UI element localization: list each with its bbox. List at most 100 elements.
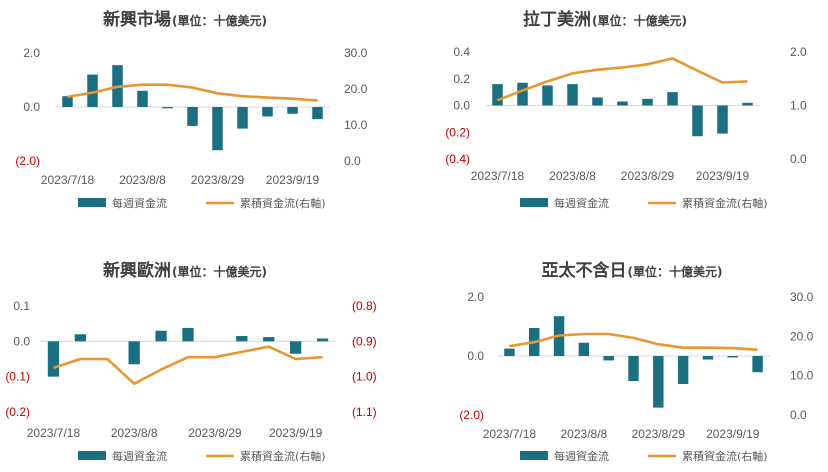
right-axis-tick-label: 30.0 <box>344 46 368 60</box>
weekly-flow-bar <box>162 107 173 109</box>
weekly-flow-bar <box>262 107 273 117</box>
chart-title-main: 亞太不含日 <box>542 260 627 281</box>
right-axis-tick-label: 0.0 <box>790 408 807 422</box>
left-axis-tick-label: (0.1) <box>5 370 30 384</box>
weekly-flow-bar <box>237 107 248 129</box>
chart-legend: 每週資金流 累積資金流(右軸) <box>78 196 326 210</box>
weekly-flow-bar <box>702 356 714 360</box>
right-axis-tick-label: 10.0 <box>790 369 814 383</box>
weekly-flow-bar <box>212 107 223 151</box>
legend-label-weekly: 每週資金流 <box>112 196 167 210</box>
weekly-flow-bar <box>727 356 738 358</box>
right-axis-tick-label: (0.9) <box>352 334 377 348</box>
left-axis-tick-label: (2.0) <box>459 408 484 422</box>
left-axis-tick-label: 0.0 <box>23 100 40 114</box>
legend-bar-swatch <box>520 451 548 460</box>
weekly-flow-bar <box>592 97 603 106</box>
right-axis-tick-label: 20.0 <box>790 329 814 343</box>
legend-label-cumulative: 累積資金流(右軸) <box>240 449 326 463</box>
left-axis-tick-label: 0.0 <box>13 334 30 348</box>
weekly-flow-bar <box>603 356 614 361</box>
x-axis-tick-label: 2023/8/29 <box>632 427 686 441</box>
chart-panel-1: 新興市場(單位：十億美元) 2.0 0.0 (2.0) 30.0 20.0 10.0 0.0 2… <box>15 9 367 210</box>
right-axis-tick-label: (1.0) <box>352 370 377 384</box>
chart-title-main: 新興市場 <box>103 9 171 30</box>
right-axis-tick-label: 0.0 <box>790 152 807 166</box>
right-axis-tick-label: 2.0 <box>790 45 807 59</box>
legend-label-cumulative: 累積資金流(右軸) <box>240 196 326 210</box>
x-axis-tick-label: 2023/8/29 <box>191 173 245 187</box>
cumulative-flow-line <box>509 332 758 351</box>
weekly-flow-bar <box>617 101 628 106</box>
weekly-flow-bar <box>155 330 167 342</box>
weekly-flow-bar <box>187 107 198 126</box>
left-axis-tick-label: (2.0) <box>15 154 40 168</box>
cumulative-flow-line <box>67 83 318 102</box>
weekly-flow-bar <box>517 82 528 106</box>
chart-panel-4: 亞太不含日(單位：十億美元) 2.0 0.0 (2.0) 30.0 20.0 10.0 0.0… <box>459 260 813 463</box>
left-axis-tick-label: (0.4) <box>445 152 470 166</box>
left-axis-tick-label: 2.0 <box>467 290 484 304</box>
legend-label-weekly: 每週資金流 <box>112 449 167 463</box>
weekly-flow-bar <box>492 84 503 106</box>
right-axis-tick-label: 20.0 <box>344 82 368 96</box>
x-axis-tick-label: 2023/7/18 <box>41 173 95 187</box>
x-axis-tick-label: 2023/9/19 <box>269 426 323 440</box>
left-axis-tick-label: 0.4 <box>453 45 470 59</box>
chart-title-unit: (單位：十億美元) <box>592 13 687 28</box>
cumulative-flow-line <box>53 345 323 386</box>
chart-panel-2: 拉丁美洲(單位：十億美元) 0.4 0.2 0.0 (0.2) (0.4) 2.0 1.0 0.… <box>445 9 807 210</box>
x-axis-tick-label: 2023/8/8 <box>119 173 166 187</box>
chart-title: 新興市場(單位：十億美元) <box>103 9 267 30</box>
chart-legend: 每週資金流 累積資金流(右軸) <box>78 449 326 463</box>
weekly-flow-bar <box>692 105 703 137</box>
weekly-flow-bar <box>289 341 302 354</box>
legend-bar-swatch <box>78 198 106 207</box>
cumulative-flow-line <box>497 57 748 102</box>
weekly-flow-bar <box>542 85 553 106</box>
weekly-flow-bar <box>567 84 578 106</box>
weekly-flow-bar <box>62 96 73 107</box>
right-axis-tick-label: 10.0 <box>344 118 368 132</box>
legend-label-cumulative: 累積資金流(右軸) <box>682 449 768 463</box>
x-axis-tick-label: 2023/7/18 <box>483 427 537 441</box>
x-axis-tick-label: 2023/9/19 <box>706 427 760 441</box>
chart-panel-3: 新興歐洲(單位：十億美元) 0.1 0.0 (0.1) (0.2) (0.8) (0.9) (… <box>5 260 376 463</box>
x-axis-tick-label: 2023/8/8 <box>111 426 158 440</box>
weekly-flow-bar <box>742 102 753 106</box>
weekly-flow-bar <box>128 341 140 365</box>
chart-title: 拉丁美洲(單位：十億美元) <box>523 9 687 30</box>
legend-label-weekly: 每週資金流 <box>554 196 609 210</box>
weekly-flow-bar <box>236 336 248 342</box>
weekly-flow-bar <box>653 356 664 408</box>
weekly-flow-bar <box>504 348 515 356</box>
weekly-flow-bar <box>752 356 763 373</box>
right-axis-tick-label: (1.1) <box>352 405 377 419</box>
left-axis-tick-label: (0.2) <box>5 405 30 419</box>
x-axis-tick-label: 2023/9/19 <box>696 169 750 183</box>
weekly-flow-bar <box>287 107 298 114</box>
weekly-flow-bar <box>677 356 689 385</box>
right-axis-tick-label: (0.8) <box>352 299 377 313</box>
chart-title: 新興歐洲(單位：十億美元) <box>103 260 267 281</box>
chart-legend: 每週資金流 累積資金流(右軸) <box>520 196 768 210</box>
left-axis-tick-label: 0.0 <box>453 99 470 113</box>
weekly-flow-bar <box>667 92 678 106</box>
chart-title-unit: (單位：十億美元) <box>172 13 267 28</box>
left-axis-tick-label: 0.0 <box>467 349 484 363</box>
legend-bar-swatch <box>520 198 548 207</box>
right-axis-tick-label: 1.0 <box>790 99 807 113</box>
left-axis-tick-label: (0.2) <box>445 125 470 139</box>
left-axis-tick-label: 0.1 <box>13 299 30 313</box>
x-axis-tick-label: 2023/7/18 <box>27 426 81 440</box>
weekly-flow-bar <box>642 98 653 106</box>
weekly-flow-bar <box>182 327 194 342</box>
left-axis-tick-label: 2.0 <box>23 46 40 60</box>
weekly-flow-bar <box>137 90 148 107</box>
x-axis-tick-label: 2023/9/19 <box>266 173 320 187</box>
chart-title-unit: (單位：十億美元) <box>172 264 267 279</box>
chart-legend: 每週資金流 累積資金流(右軸) <box>520 449 768 463</box>
right-axis-tick-label: 0.0 <box>344 154 361 168</box>
left-axis-tick-label: 0.2 <box>453 72 470 86</box>
